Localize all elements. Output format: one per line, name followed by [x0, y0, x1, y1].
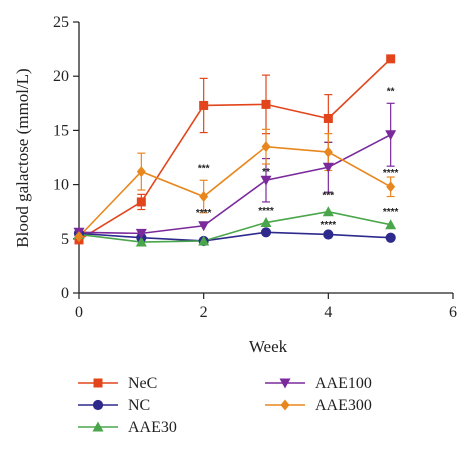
legend-label-aae30: AAE30 [128, 419, 177, 436]
y-tick-label: 0 [61, 285, 69, 302]
y-tick-label: 25 [53, 14, 69, 31]
legend-marker-nc [92, 399, 104, 411]
x-tick-label: 4 [324, 304, 332, 321]
significance-label: **** [258, 206, 274, 217]
point-nc [323, 229, 334, 240]
significance-label: *** [198, 164, 210, 175]
series-line-nc [78, 231, 391, 242]
point-nc [385, 232, 396, 243]
significance-label: **** [383, 168, 399, 179]
y-tick-label: 20 [53, 68, 69, 85]
legend-label-nc: NC [128, 397, 150, 414]
point-aae100 [385, 130, 397, 141]
legend-label-aae300: AAE300 [315, 397, 372, 414]
legend-label-nec: NeC [128, 375, 157, 392]
point-aae300 [261, 141, 271, 153]
legend-marker-aae30 [92, 421, 104, 432]
point-aae30 [135, 236, 147, 247]
series-line-aae300 [78, 145, 392, 238]
point-aae300 [199, 191, 209, 203]
point-aae30 [198, 235, 210, 246]
point-nec [386, 54, 396, 64]
point-nec [136, 197, 146, 207]
point-nec [199, 100, 209, 110]
significance-label: **** [383, 207, 399, 218]
series-line-aae100 [78, 134, 392, 235]
series-line-nec [78, 58, 392, 241]
point-nec [323, 113, 333, 123]
significance-label: ** [387, 87, 395, 98]
point-aae30 [260, 217, 272, 228]
y-axis-label: Blood galactose (mmol/L) [13, 68, 32, 247]
significance-annotations: ****************************** [196, 87, 399, 231]
legend: NeC NC AAE30 AAE100 AAE300 [78, 375, 372, 436]
y-tick-label: 15 [53, 122, 69, 139]
x-tick-label: 6 [449, 304, 457, 321]
significance-label: *** [322, 191, 334, 202]
legend-marker-aae100 [279, 378, 291, 389]
point-aae300 [136, 166, 146, 178]
point-aae100 [322, 162, 334, 173]
legend-label-aae100: AAE100 [315, 375, 372, 392]
point-nc [260, 227, 272, 238]
x-axis-label: Week [249, 337, 288, 356]
significance-label: **** [196, 208, 212, 219]
point-aae300 [74, 231, 84, 243]
point-aae300 [386, 181, 396, 193]
x-tick-label: 2 [200, 304, 208, 321]
point-aae100 [198, 221, 210, 232]
point-aae30 [322, 206, 334, 217]
point-aae300 [323, 146, 333, 158]
y-tick-label: 5 [61, 231, 69, 248]
point-aae30 [385, 219, 397, 230]
series-lines [78, 58, 392, 243]
significance-label: ** [262, 167, 270, 178]
legend-marker-nec [93, 378, 103, 388]
legend-marker-aae300 [280, 399, 290, 411]
y-tick-label: 10 [53, 177, 69, 194]
axes: 0 5 10 15 20 25 0 2 4 6 [53, 14, 457, 321]
point-nec [261, 99, 271, 109]
point-aae100 [135, 228, 147, 239]
data-markers [73, 54, 397, 247]
point-aae100 [260, 175, 272, 186]
series-line-aae30 [78, 210, 391, 243]
significance-label: **** [321, 220, 337, 231]
x-tick-label: 0 [75, 304, 83, 321]
